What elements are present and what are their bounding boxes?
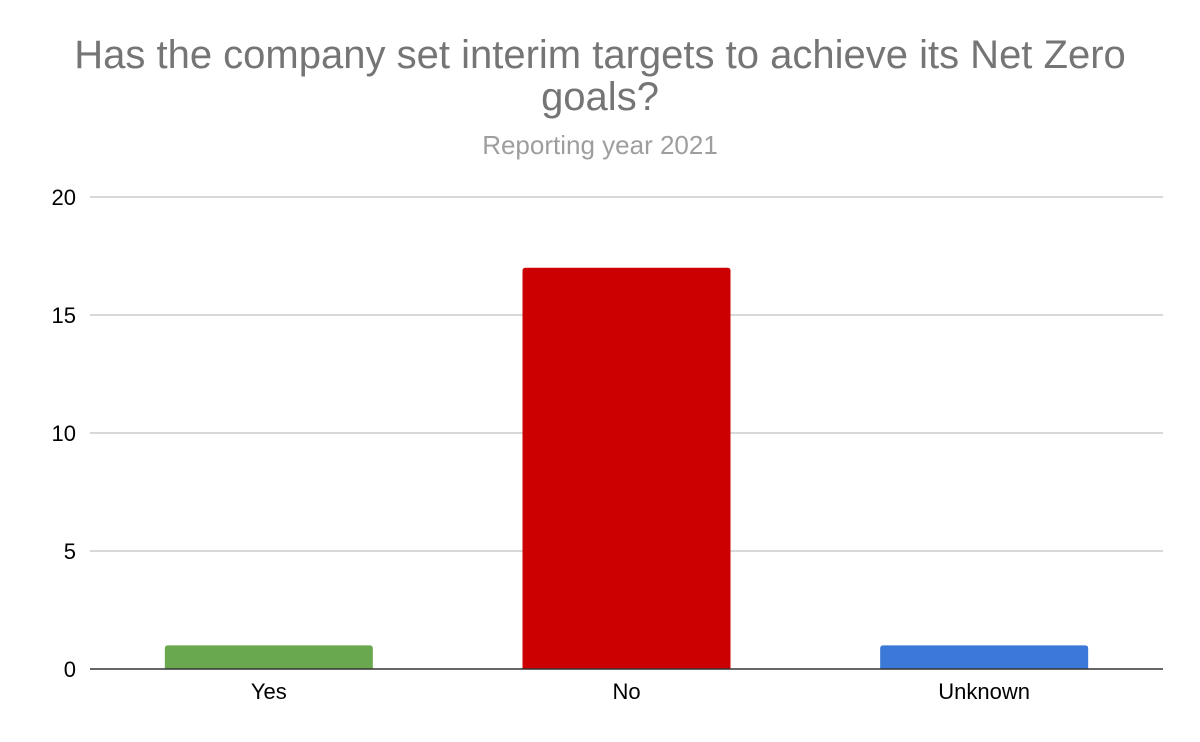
y-tick-label: 10	[52, 421, 76, 446]
bar-unknown	[880, 645, 1089, 669]
chart-subtitle: Reporting year 2021	[482, 130, 718, 160]
x-tick-label: Yes	[251, 679, 287, 704]
y-axis-ticks: 0 5 10 15 20	[52, 185, 76, 682]
y-tick-label: 20	[52, 185, 76, 210]
bars	[164, 267, 1089, 669]
y-tick-label: 5	[64, 539, 76, 564]
x-axis-ticks: Yes No Unknown	[251, 679, 1030, 704]
bar-no	[522, 267, 731, 669]
x-tick-label: Unknown	[938, 679, 1030, 704]
bar-yes	[164, 645, 373, 669]
y-tick-label: 15	[52, 303, 76, 328]
y-tick-label: 0	[64, 657, 76, 682]
chart-title: Has the company set interim targets to a…	[74, 33, 1126, 119]
x-tick-label: No	[612, 679, 640, 704]
